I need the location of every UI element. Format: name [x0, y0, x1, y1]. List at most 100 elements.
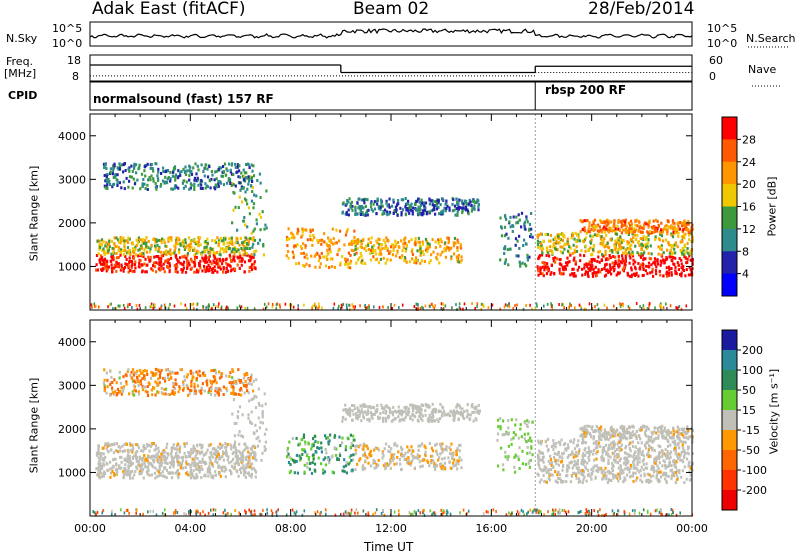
echo-cell — [176, 265, 179, 269]
echo-cell — [664, 238, 667, 242]
echo-cell — [502, 419, 505, 423]
echo-cell — [477, 208, 480, 212]
echo-cell — [590, 241, 593, 245]
echo-cell — [125, 263, 128, 266]
echo-cell — [203, 246, 206, 250]
echo-cell — [362, 213, 366, 217]
noise-cell — [278, 303, 281, 307]
echo-cell — [590, 260, 593, 264]
echo-cell — [288, 440, 291, 444]
echo-cell — [225, 374, 228, 378]
echo-cell — [343, 469, 346, 473]
echo-cell — [199, 443, 202, 447]
echo-cell — [637, 262, 640, 265]
echo-cell — [127, 464, 130, 468]
echo-cell — [201, 457, 204, 461]
echo-cell — [643, 251, 646, 255]
echo-cell — [647, 238, 650, 242]
echo-cell — [168, 252, 171, 255]
noise-cell — [551, 306, 554, 310]
echo-cell — [621, 257, 624, 261]
echo-cell — [140, 251, 143, 255]
echo-cell — [232, 450, 235, 454]
echo-cell — [126, 246, 130, 250]
echo-cell — [404, 249, 407, 253]
echo-cell — [350, 441, 353, 445]
echo-cell — [174, 178, 177, 182]
echo-cell — [142, 178, 145, 181]
echo-cell — [248, 459, 251, 463]
echo-cell — [428, 210, 431, 214]
echo-cell — [363, 453, 367, 457]
echo-cell — [659, 263, 662, 267]
echo-cell — [193, 176, 197, 180]
echo-cell — [314, 469, 317, 473]
echo-cell — [421, 403, 424, 407]
echo-cell — [186, 263, 189, 267]
echo-cell — [428, 202, 431, 206]
echo-cell — [103, 368, 106, 372]
echo-cell — [295, 436, 298, 440]
echo-cell — [385, 404, 388, 408]
noise-cell — [135, 304, 138, 307]
echo-cell — [671, 219, 675, 223]
echo-cell — [103, 470, 106, 474]
echo-cell — [381, 204, 384, 208]
echo-cell — [295, 262, 298, 266]
echo-cell — [524, 462, 528, 466]
echo-cell — [292, 234, 295, 238]
echo-cell — [454, 213, 457, 217]
echo-cell — [393, 417, 396, 421]
echo-cell — [190, 380, 193, 384]
echo-cell — [427, 246, 430, 250]
echo-cell — [616, 237, 619, 241]
echo-cell — [377, 205, 380, 209]
echo-cell — [116, 387, 120, 391]
echo-cell — [515, 221, 518, 225]
echo-cell — [109, 259, 112, 263]
echo-cell — [118, 370, 121, 374]
echo-cell — [150, 243, 153, 247]
echo-cell — [301, 227, 304, 231]
echo-cell — [156, 174, 159, 178]
echo-cell — [190, 448, 193, 452]
echo-cell — [430, 461, 433, 465]
echo-cell — [158, 373, 161, 377]
echo-cell — [359, 457, 362, 461]
echo-cell — [503, 261, 506, 265]
echo-cell — [201, 187, 204, 190]
echo-cell — [396, 455, 399, 459]
echo-cell — [309, 230, 312, 234]
echo-cell — [401, 454, 405, 457]
echo-cell — [387, 203, 390, 207]
echo-cell — [375, 212, 378, 216]
echo-cell — [229, 239, 233, 243]
echo-cell — [177, 260, 180, 264]
echo-cell — [691, 227, 694, 231]
echo-cell — [424, 201, 428, 205]
echo-cell — [115, 236, 118, 240]
echo-cell — [225, 386, 228, 390]
echo-cell — [228, 162, 231, 166]
echo-cell — [430, 199, 433, 203]
echo-cell — [375, 410, 379, 414]
echo-cell — [465, 409, 468, 413]
echo-cell — [236, 458, 239, 462]
echo-cell — [474, 417, 477, 421]
echo-cell — [389, 450, 392, 454]
noise-cell — [321, 306, 323, 310]
echo-cell — [649, 271, 652, 275]
echo-cell — [99, 458, 102, 461]
echo-cell — [624, 254, 627, 258]
echo-cell — [667, 241, 670, 245]
noise-cell — [685, 304, 688, 308]
echo-cell — [233, 250, 236, 254]
echo-cell — [242, 240, 245, 244]
echo-cell — [259, 228, 262, 232]
echo-cell — [346, 228, 349, 231]
echo-cell — [307, 441, 310, 445]
echo-cell — [614, 229, 617, 233]
echo-cell — [96, 473, 99, 477]
echo-cell — [418, 454, 421, 458]
echo-cell — [613, 244, 616, 248]
